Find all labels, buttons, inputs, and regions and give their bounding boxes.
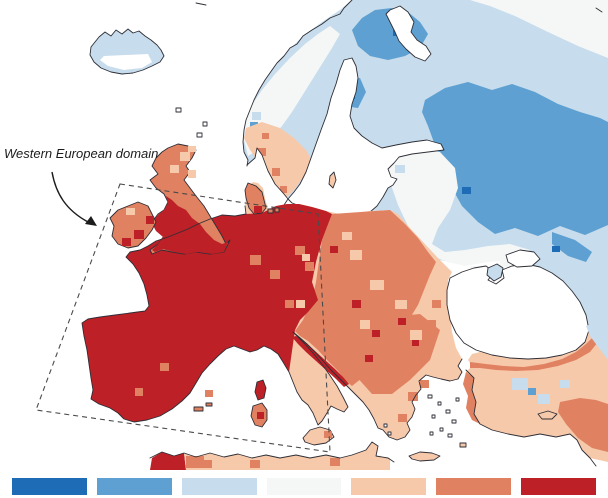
legend-swatch-slight-cooling (181, 478, 257, 495)
legend-color-bar (12, 478, 597, 495)
crete-island (408, 451, 441, 462)
legend-swatch-strong-cooling (12, 478, 87, 495)
anatolia-region (463, 328, 608, 462)
aegean-island-dots (383, 394, 467, 448)
balearic-island (193, 406, 204, 412)
black-sea (446, 263, 590, 360)
legend-swatch-moderate-cooling (96, 478, 172, 495)
crimea-peninsula (486, 263, 504, 282)
arrowhead-icon (85, 216, 97, 226)
cyprus-island (537, 410, 558, 420)
corsica-island (254, 379, 267, 401)
white-sea (385, 5, 432, 62)
england-wales-fill (152, 196, 228, 254)
domain-label: Western European domain (4, 146, 159, 161)
shetland-dot (202, 121, 208, 127)
north-africa-coast (149, 441, 395, 470)
british-isles (109, 107, 280, 255)
baltic-sea (287, 57, 445, 216)
legend-swatch-slight-warming (351, 478, 427, 495)
mixed-cells-core (135, 246, 314, 397)
annotation-arrow (51, 171, 97, 226)
anatolia-coastline (465, 369, 597, 467)
arctic-fragment (595, 7, 603, 13)
mediterranean-islands (193, 379, 467, 462)
continent-coastline (81, 205, 463, 441)
orkney-dot (196, 132, 203, 138)
skagerrak-sea (232, 148, 288, 208)
europe-anomaly-map (35, 0, 608, 470)
norway-coastline (242, 0, 353, 167)
map-svg (35, 0, 608, 470)
iceland (89, 28, 165, 75)
mixed-cells-east (330, 232, 441, 422)
sea-of-azov (505, 249, 541, 268)
scandinavia-interior (244, 26, 340, 198)
coastlines (81, 0, 603, 467)
danish-isles (267, 208, 274, 214)
balearic-island-2 (205, 402, 213, 407)
legend-swatch-moderate-warming (436, 478, 512, 495)
legend-swatch-strong-warming (521, 478, 597, 495)
faroe-dot (175, 107, 182, 113)
georgia-strip (586, 322, 608, 358)
gotland-island (328, 171, 337, 189)
legend-swatch-neutral (266, 478, 342, 495)
danish-isles-2 (274, 207, 280, 213)
svalbard-fragment (195, 2, 207, 6)
